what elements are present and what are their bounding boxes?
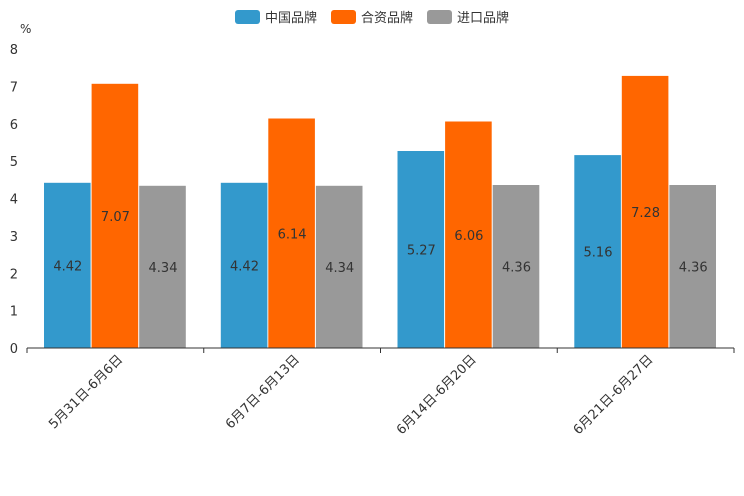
bar-s2-c3 [669, 185, 716, 348]
bar-s1-c1 [268, 118, 315, 348]
y-tick-label-0: 0 [10, 342, 18, 357]
x-category-label-0: 5月31日-6月6日 [46, 352, 126, 432]
bar-s1-c2 [445, 121, 492, 348]
data-label-s1-c2: 6.06 [454, 229, 483, 244]
y-tick-label-2: 2 [10, 267, 18, 282]
data-label-s2-c3: 4.36 [679, 261, 708, 276]
bar-s0-c3 [574, 155, 621, 348]
bar-s0-c2 [397, 151, 445, 348]
bar-s0-c0 [44, 182, 91, 348]
y-unit-label: % [20, 22, 32, 36]
y-tick-label-3: 3 [10, 230, 18, 245]
legend-label-import: 进口品牌 [457, 11, 510, 26]
bar-s0-c1 [220, 182, 268, 348]
y-tick-label-8: 8 [10, 43, 18, 58]
bar-s1-c3 [621, 75, 669, 349]
data-label-s2-c0: 4.34 [149, 261, 178, 276]
bar-s2-c1 [315, 185, 363, 348]
bar-s2-c2 [492, 185, 540, 348]
x-category-label-2: 6月14日-6月20日 [394, 352, 480, 438]
legend-swatch-import [427, 9, 452, 24]
y-tick-label-1: 1 [10, 305, 18, 320]
legend-item-china[interactable]: 中国品牌 [234, 7, 317, 26]
legend-label-china: 中国品牌 [264, 11, 317, 26]
y-tick-label-7: 7 [10, 80, 18, 95]
y-tick-label-5: 5 [10, 155, 18, 170]
data-label-s1-c1: 6.14 [278, 227, 307, 242]
legend-swatch-joint [330, 9, 356, 24]
y-tick-label-4: 4 [10, 193, 18, 208]
data-label-s0-c3: 5.16 [584, 246, 613, 261]
bar-s2-c0 [139, 185, 186, 348]
legend: 中国品牌 合资品牌 进口品牌 [0, 7, 744, 26]
legend-swatch-china [234, 9, 260, 24]
data-label-s1-c3: 7.28 [631, 206, 660, 221]
data-label-s2-c1: 4.34 [325, 261, 354, 276]
data-label-s0-c2: 5.27 [407, 244, 436, 259]
x-category-label-3: 6月21日-6月27日 [571, 352, 657, 438]
y-tick-label-6: 6 [10, 118, 18, 133]
legend-item-import[interactable]: 进口品牌 [427, 7, 509, 26]
data-label-s2-c2: 4.36 [502, 261, 531, 276]
legend-label-joint: 合资品牌 [360, 11, 413, 26]
x-category-label-1: 6月7日-6月13日 [223, 352, 303, 432]
legend-item-joint[interactable]: 合资品牌 [330, 7, 413, 26]
data-label-s0-c1: 4.42 [230, 259, 259, 274]
bar-s1-c0 [91, 83, 139, 349]
data-label-s1-c0: 7.07 [101, 210, 130, 225]
data-label-s0-c0: 4.42 [53, 259, 82, 274]
